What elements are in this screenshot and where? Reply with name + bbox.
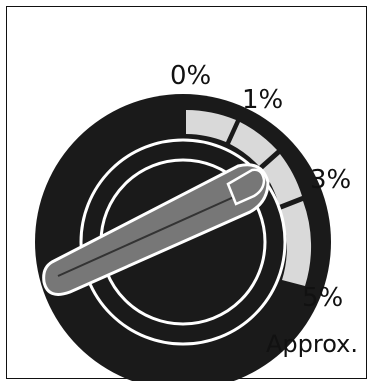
scale-label-3: 3% <box>310 165 351 195</box>
knob-handle[interactable] <box>42 163 270 296</box>
scale-segment-3 <box>280 201 312 286</box>
approx-note: Approx. <box>266 330 358 358</box>
scale-label-0: 0% <box>170 61 211 91</box>
scale-segment-2 <box>262 154 302 205</box>
knob-pointer-tip <box>226 168 266 206</box>
scale-label-5: 5% <box>302 283 343 313</box>
scale-segment-0 <box>186 110 236 142</box>
scale-band <box>186 110 312 286</box>
scale-segment-1 <box>230 122 277 166</box>
scale-label-1: 1% <box>242 85 283 115</box>
